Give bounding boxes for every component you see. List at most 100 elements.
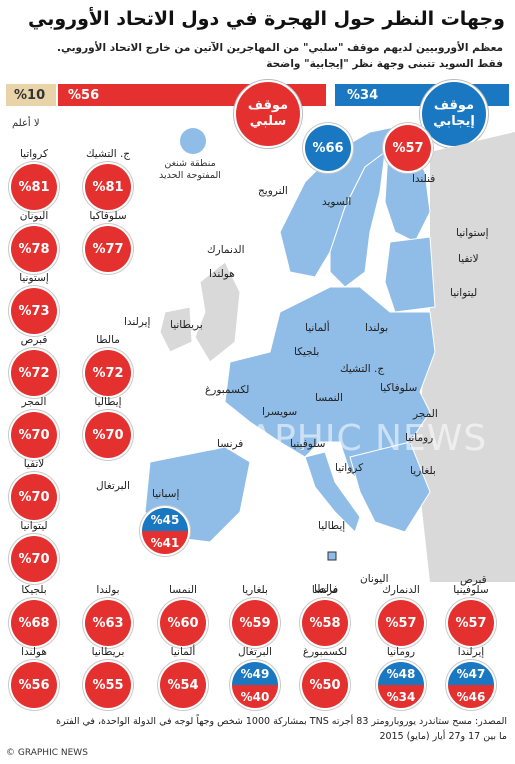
country-label: بريطانيا <box>91 646 125 658</box>
country-label: كرواتيا <box>19 148 49 160</box>
map-label-greece: اليونان <box>360 573 389 585</box>
italy-shape <box>304 451 361 533</box>
subtitle-line-1: معظم الأوروبيين لديهم موقف "سلبي" من الم… <box>56 42 503 54</box>
country-badge: %59 <box>232 600 278 646</box>
map-label-estonia: إستوانيا <box>456 227 489 239</box>
country-label: بلجيكا <box>21 584 47 596</box>
map-label-finland: فنلندا <box>412 173 436 185</box>
country-label: النمسا <box>169 584 197 596</box>
map-label-netherlands: هولندا <box>209 268 235 280</box>
country-label: قبرص <box>20 334 48 346</box>
map-label-malta: مالطا <box>314 583 338 595</box>
map-label-uk: بريطانيا <box>170 319 203 331</box>
country-badge: %57 <box>378 600 424 646</box>
map-label-france: فرنسا <box>217 438 244 450</box>
unknown-label: لا أعلم <box>12 118 40 129</box>
map-label-spain: إسبانيا <box>152 488 180 500</box>
country-label: لاتفيا <box>23 458 45 470</box>
europe-map <box>144 126 515 582</box>
spain-positive: %45 <box>142 508 188 531</box>
country-badge: %70 <box>11 474 57 520</box>
country-badge: %72 <box>11 350 57 396</box>
country-badge: %73 <box>11 288 57 334</box>
negative-label-circle: موقف سلبي <box>234 80 302 148</box>
country-badge: %57 <box>448 600 494 646</box>
country-label: إيطاليا <box>94 396 122 408</box>
country-label: رومانيا <box>386 646 416 658</box>
country-label: ألمانيا <box>170 646 196 658</box>
country-label: اليونان <box>19 210 49 222</box>
country-positive-value: %47 <box>448 662 494 685</box>
baltics-shape <box>384 236 436 313</box>
country-badge: %68 <box>11 600 57 646</box>
negative-value: %56 <box>68 87 100 103</box>
country-badge: %48 %34 <box>378 662 424 708</box>
country-label: بلغاريا <box>242 584 268 596</box>
map-label-sweden: السويد <box>322 196 352 208</box>
map-label-slovenia: سلوفينيا <box>290 438 326 450</box>
country-badge: %77 <box>85 226 131 272</box>
country-positive-value: %49 <box>232 662 278 685</box>
unknown-value: %10 <box>14 87 46 103</box>
non-schengen-land <box>400 132 515 582</box>
map-label-bulgaria: بلغاريا <box>410 465 436 477</box>
cyprus-shape <box>450 566 470 574</box>
map-label-germany: ألمانيا <box>305 322 330 334</box>
source-line-2: ما بين 17 و27 أيار (مايو) 2015 <box>379 731 507 742</box>
spain-negative: %41 <box>142 531 188 554</box>
sweden-badge: %66 <box>305 125 351 171</box>
subtitle-line-2: فقط السويد تتبنى وجهة نظر "إيجابية" واضح… <box>266 58 503 70</box>
map-label-austria: النمسا <box>315 392 343 404</box>
country-badge: %49 %40 <box>232 662 278 708</box>
map-label-switzerland: سويسرا <box>262 406 298 418</box>
balkans-shape <box>349 441 431 533</box>
country-badge: %60 <box>160 600 206 646</box>
country-badge: %58 <box>302 600 348 646</box>
country-negative-value: %46 <box>448 685 494 708</box>
map-label-lithuania: ليتوانيا <box>450 287 478 299</box>
map-label-cyprus: قبرص <box>460 574 487 586</box>
map-label-hungary: المجر <box>413 408 438 420</box>
country-label: ج. التشيك <box>85 148 131 160</box>
country-label: فرنسا <box>311 584 339 596</box>
country-label: هولندا <box>21 646 47 658</box>
country-badge: %55 <box>85 662 131 708</box>
country-label: ليتوانيا <box>20 520 48 532</box>
country-badge: %70 <box>11 412 57 458</box>
schengen-legend-text: منطقة شنغن المفتوحة الحديد <box>159 158 221 181</box>
schengen-legend-dot <box>180 128 206 154</box>
map-label-denmark: الدنمارك <box>207 244 245 256</box>
country-badge: %81 <box>85 164 131 210</box>
uk-shape <box>194 261 241 363</box>
country-label: المجر <box>21 396 47 408</box>
country-badge: %47 %46 <box>448 662 494 708</box>
watermark: GRAPHIC NEWS <box>195 418 488 459</box>
ireland-shape <box>159 306 193 353</box>
page-title: وجهات النظر حول الهجرة في دول الاتحاد ال… <box>28 8 505 30</box>
positive-value: %34 <box>347 87 379 103</box>
country-badge: %81 <box>11 164 57 210</box>
country-badge: %54 <box>160 662 206 708</box>
continent-shape <box>224 286 436 493</box>
source-line-1: المصدر: مسح ستاندرد يوروبارومتر 83 أجرته… <box>56 716 507 727</box>
map-label-norway: النرويج <box>258 185 288 197</box>
negative-label: موقف سلبي <box>247 98 289 129</box>
country-badge: %70 <box>85 412 131 458</box>
map-label-portugal: البرتغال <box>96 480 130 492</box>
map-label-belgium: بلجيكا <box>294 346 320 358</box>
country-label: البرتغال <box>238 646 272 658</box>
country-badge: %78 <box>11 226 57 272</box>
sweden-shape <box>329 150 386 288</box>
country-positive-value: %48 <box>378 662 424 685</box>
country-label: سلوفينيا <box>453 584 489 596</box>
country-label: سلوفاكيا <box>89 210 127 222</box>
country-label: مالطا <box>96 334 120 346</box>
map-label-italy: إيطاليا <box>318 520 346 532</box>
country-badge: %63 <box>85 600 131 646</box>
unknown-bar: %10 <box>6 84 56 106</box>
map-label-romania: رومانيا <box>405 432 434 444</box>
country-negative-value: %40 <box>232 685 278 708</box>
credit: © GRAPHIC NEWS <box>6 748 88 758</box>
country-negative-value: %34 <box>378 685 424 708</box>
country-badge: %70 <box>11 536 57 582</box>
